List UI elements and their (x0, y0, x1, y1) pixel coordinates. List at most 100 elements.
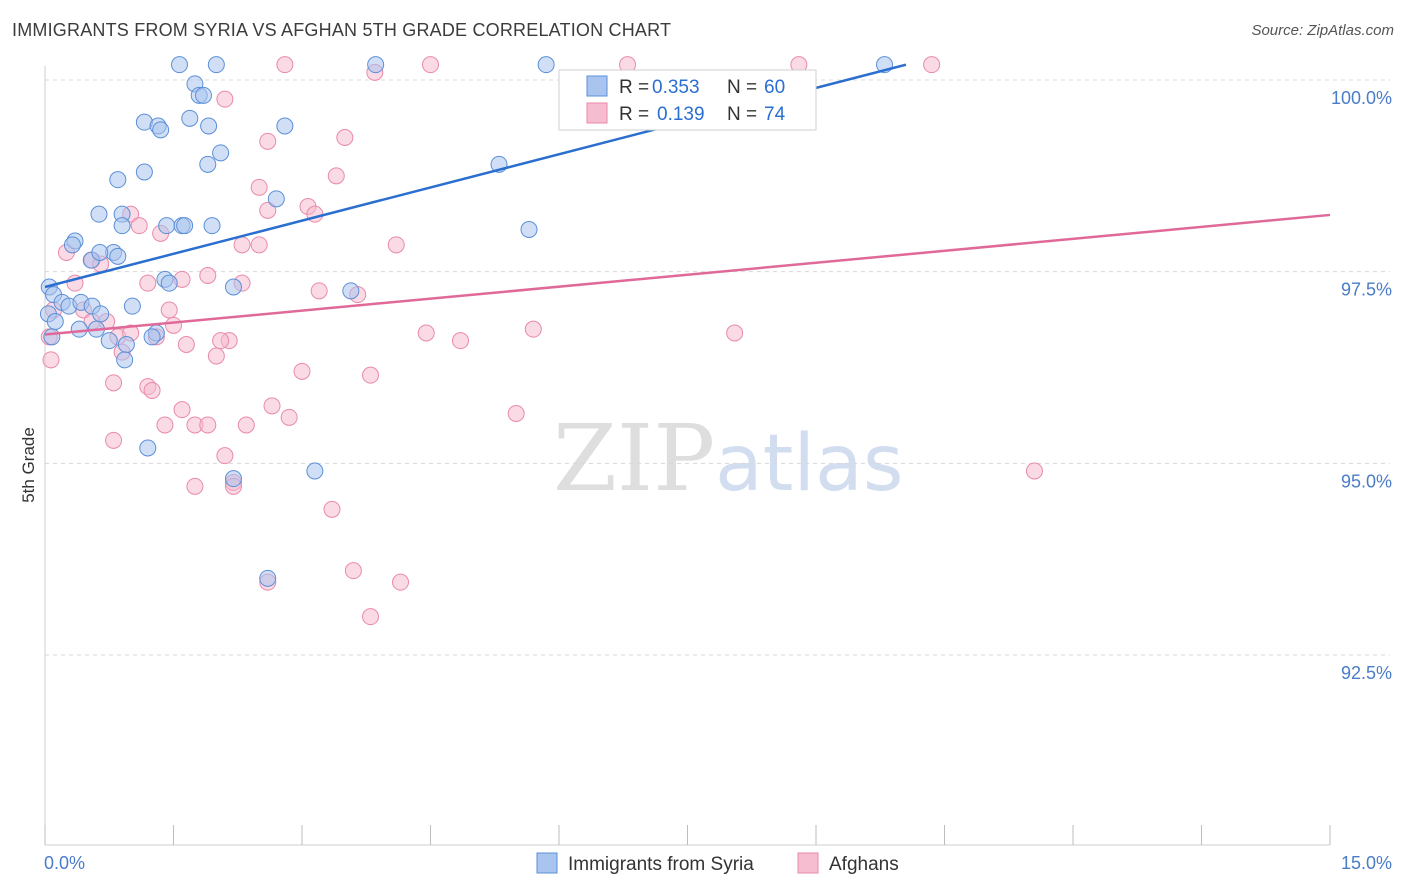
syria-point (537, 56, 555, 74)
afghan-point (1025, 462, 1043, 480)
syria-point (259, 569, 277, 587)
y-tick-label: 95.0% (1341, 471, 1392, 491)
syria-point (91, 244, 109, 261)
afghan-point (216, 447, 234, 465)
afghan-point (207, 347, 225, 365)
afghan-point (344, 562, 362, 580)
bottom-legend-swatch-afghans (797, 852, 819, 874)
syria-point (100, 332, 118, 350)
syria-point (342, 282, 360, 300)
afghan-points-group (40, 56, 1043, 626)
syria-point (200, 117, 218, 135)
syria-point (176, 217, 194, 235)
afghan-point (263, 397, 281, 415)
y-axis-title: 5th Grade (19, 427, 38, 503)
syria-point (143, 328, 161, 346)
afghan-point (422, 56, 439, 74)
afghan-point (199, 416, 217, 434)
y-tick-label: 97.5% (1341, 280, 1392, 300)
afghan-point (186, 477, 204, 495)
afghan-point (323, 500, 341, 518)
syria-point (43, 328, 61, 346)
syria-point (267, 190, 285, 208)
syria-point (306, 462, 324, 480)
syria-point (203, 217, 221, 235)
afghan-point (250, 178, 268, 196)
syria-point (63, 236, 81, 254)
correlation-legend: R = 0.353 N = 60 R = 0.139 N = 74 (558, 69, 817, 131)
chart-title: IMMIGRANTS FROM SYRIA VS AFGHAN 5TH GRAD… (12, 20, 672, 40)
legend-n-label-afghans: N = (727, 104, 757, 125)
syria-point (123, 297, 141, 315)
bottom-legend-label-syria: Immigrants from Syria (568, 854, 754, 875)
syria-points-group (39, 56, 894, 587)
afghan-point (156, 416, 174, 434)
afghan-point (417, 324, 435, 342)
axis-layer: 92.5% 95.0% 97.5% 100.0% 0.0% 15.0% (44, 66, 1392, 873)
syria-point (194, 86, 212, 104)
afghan-point (216, 90, 234, 108)
afghan-point (173, 401, 191, 419)
afghan-point (250, 236, 268, 254)
watermark-zip: ZIP (553, 405, 715, 512)
syria-point (212, 144, 230, 162)
source-label: Source: ZipAtlas.com (1251, 22, 1394, 39)
afghan-point (276, 56, 294, 74)
legend-swatch-syria (586, 75, 608, 97)
afghan-point (233, 236, 251, 254)
legend-n-value-afghans: 74 (764, 104, 786, 125)
afghan-point (392, 573, 410, 591)
afghan-point (139, 274, 157, 292)
afghan-point (160, 301, 178, 319)
legend-r-label-afghans: R = (619, 104, 649, 125)
syria-point (520, 221, 538, 238)
legend-swatch-afghans (586, 102, 608, 124)
syria-point (160, 274, 178, 292)
syria-point (207, 56, 225, 74)
legend-n-label-syria: N = (727, 77, 757, 98)
syria-point (152, 121, 170, 139)
syria-point (135, 163, 153, 181)
afghan-point (524, 320, 542, 338)
watermark-atlas: atlas (715, 419, 904, 509)
afghan-point (165, 316, 182, 334)
afghan-point (259, 132, 277, 150)
afghan-point (105, 431, 123, 449)
legend-r-value-syria: 0.353 (652, 77, 700, 98)
syria-point (170, 56, 188, 74)
y-tick-label: 92.5% (1341, 663, 1392, 683)
afghan-point (726, 324, 744, 342)
syria-point (224, 278, 242, 296)
syria-point (116, 351, 134, 369)
syria-point (276, 117, 294, 135)
afghan-point (507, 405, 525, 422)
syria-point (367, 56, 385, 74)
grid-layer (45, 79, 1390, 656)
afghan-point (259, 201, 277, 219)
x-tick-label-max: 15.0% (1341, 853, 1392, 873)
syria-point (70, 320, 88, 338)
afghan-point (362, 366, 380, 384)
bottom-legend-swatch-syria (536, 852, 558, 874)
afghan-point (199, 267, 217, 284)
syria-point (224, 470, 242, 488)
afghan-point (293, 362, 311, 380)
syria-point (109, 171, 127, 189)
afghan-point (105, 374, 123, 392)
legend-r-value-afghans: 0.139 (657, 104, 705, 125)
syria-point (117, 336, 135, 353)
legend-r-label-syria: R = (619, 77, 649, 98)
syria-point (158, 217, 176, 235)
afghan-point (923, 56, 941, 74)
afghan-point (212, 332, 230, 350)
afghan-point (280, 408, 298, 426)
afghan-point (336, 129, 354, 146)
afghan-trend-line (44, 213, 1331, 336)
afghan-point (130, 217, 148, 235)
syria-point (139, 439, 157, 457)
bottom-legend-label-afghans: Afghans (829, 854, 899, 875)
syria-point (90, 205, 108, 223)
syria-point (199, 155, 217, 173)
legend-n-value-syria: 60 (764, 77, 785, 98)
afghan-point (387, 236, 405, 254)
